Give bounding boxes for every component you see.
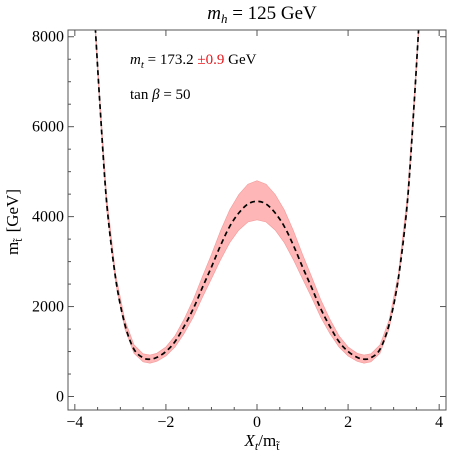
- x-axis-label: Xt/mt̃: [243, 431, 280, 453]
- annotation-tan-beta: tan β = 50: [130, 87, 191, 103]
- y-axis-label: mt̃[GeV]: [3, 189, 25, 255]
- y-tick-label: 2000: [32, 299, 64, 316]
- y-tick-label: 4000: [32, 209, 64, 226]
- y-axis: 0 2000 4000 6000 8000: [32, 29, 446, 406]
- y-tick-label: 8000: [32, 29, 64, 46]
- y-tick-label: 6000: [32, 119, 64, 136]
- x-axis: −4 −2 0 2 4: [66, 30, 443, 431]
- x-tick-label: −4: [66, 414, 83, 431]
- y-tick-label: 0: [56, 389, 64, 406]
- chart-title: mh = 125 GeV: [207, 3, 317, 26]
- band-layer: [95, 30, 419, 364]
- uncertainty-band: [95, 30, 419, 364]
- mt-error: ±0.9: [197, 52, 224, 68]
- x-tick-label: 2: [344, 414, 352, 431]
- x-tick-label: 4: [435, 414, 443, 431]
- x-tick-label: −2: [157, 414, 174, 431]
- annotation-mt: mt = 173.2 ±0.9 GeV: [130, 52, 257, 71]
- x-tick-label: 0: [253, 414, 261, 431]
